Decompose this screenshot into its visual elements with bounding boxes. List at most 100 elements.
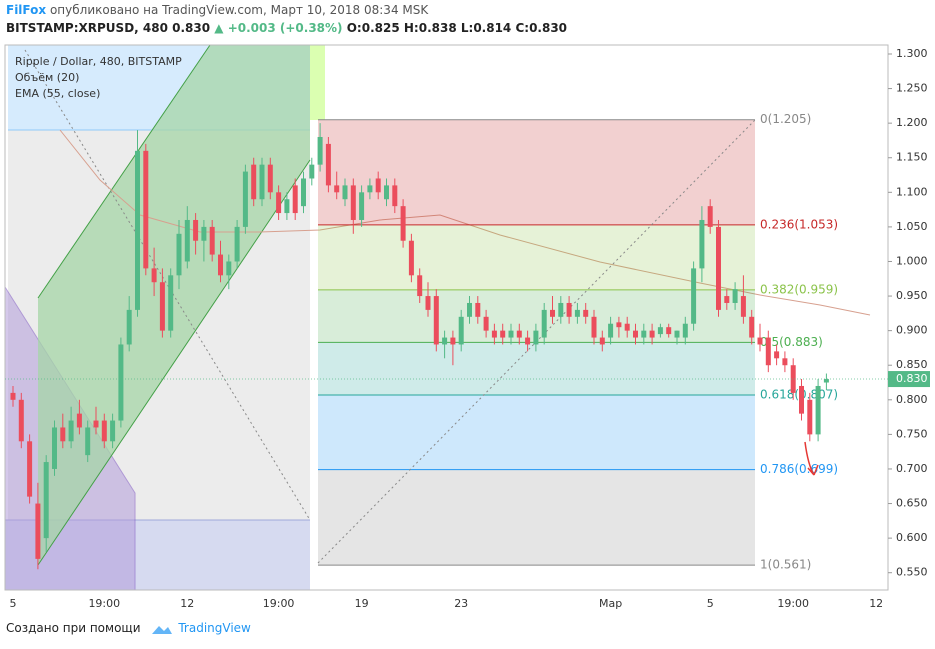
fib-label: 1(0.561)	[760, 558, 811, 572]
logo	[152, 625, 173, 634]
channel-line	[37, 159, 311, 566]
y-tick-label: 0.800	[896, 393, 928, 406]
candle-body	[384, 185, 389, 200]
candle-body	[774, 351, 780, 359]
candle-body	[143, 150, 149, 269]
candle-body	[624, 323, 630, 331]
candle-body	[68, 420, 74, 442]
x-tick-label: 5	[10, 597, 17, 610]
candle-body	[234, 226, 240, 262]
candle-body	[218, 254, 223, 276]
candle-body	[367, 185, 373, 193]
fib-band	[318, 394, 755, 470]
candle-body	[807, 399, 813, 435]
quote: BITSTAMP:XRPUSD, 480 0.830 ▲ +0.003 (+0.…	[6, 21, 567, 35]
candle-body	[666, 327, 672, 335]
high: H:0.838	[403, 21, 457, 35]
y-tick-label: 1.100	[896, 185, 928, 198]
candle-body	[682, 323, 688, 338]
candle-body	[359, 192, 365, 220]
y-tick-label: 0.900	[896, 324, 928, 337]
candle-body	[334, 185, 340, 193]
candle-body	[442, 337, 448, 345]
y-tick-label: 0.550	[896, 566, 928, 579]
y-tick-label: 0.650	[896, 497, 928, 510]
fib-band	[318, 224, 755, 290]
last: 0.830	[172, 21, 211, 35]
candle-body	[491, 330, 497, 338]
x-tick-label: 12	[869, 597, 883, 610]
candle-body	[193, 219, 199, 241]
arrow	[804, 441, 819, 476]
candle-body	[608, 323, 614, 338]
candle-body	[251, 164, 257, 200]
fib-label: 0.236(1.053)	[760, 217, 838, 231]
candle-body	[450, 337, 456, 345]
low: L:0.814	[460, 21, 512, 35]
candle-body	[85, 427, 91, 456]
candle-body	[516, 330, 522, 338]
candle-body	[716, 226, 721, 310]
y-tick-label: 1.200	[896, 116, 928, 129]
y-tick-label: 1.050	[896, 220, 928, 233]
candle-body	[292, 185, 298, 214]
candle-body	[135, 150, 140, 310]
candle-body	[342, 185, 348, 200]
candle-body	[641, 330, 647, 338]
published: опубликовано на TradingView.com, Март 10…	[49, 3, 429, 17]
author[interactable]: FilFox	[6, 3, 47, 17]
last-price-box	[888, 371, 930, 388]
y-tick-label: 1.000	[896, 254, 928, 267]
fib-band	[318, 119, 755, 225]
channel-line	[37, 44, 211, 299]
candle-body	[541, 309, 547, 338]
candle-body	[226, 261, 232, 276]
legend-indicator: Объём (20)	[15, 71, 79, 84]
legend-indicator: EMA (55, close)	[15, 87, 100, 100]
candle-body	[525, 337, 531, 345]
footer: Создано при помощи TradingView	[6, 621, 251, 636]
candle-body	[52, 427, 57, 469]
candle-body	[43, 462, 49, 539]
candle-body	[699, 219, 705, 269]
candle-body	[500, 330, 506, 338]
legend-series: Ripple / Dollar, 480, BITSTAMP	[15, 55, 182, 68]
candle-body	[110, 420, 116, 442]
fibonacci: 0(1.205) 0.236(1.053) 0.382(0.959) 0.5(0.88…	[318, 112, 838, 572]
x-tick-label: 12	[180, 597, 194, 610]
candle-body	[467, 302, 472, 317]
candle-body	[591, 316, 597, 338]
candle-body	[749, 316, 755, 338]
candle-body	[93, 420, 99, 428]
candle-body	[209, 226, 215, 255]
candle-body	[392, 185, 398, 207]
x-tick-label: 19:00	[263, 597, 295, 610]
candle-body	[425, 296, 431, 310]
open: O:0.825	[346, 21, 400, 35]
candle-body	[707, 206, 713, 227]
last-price-label: 0.830	[896, 372, 928, 385]
brand[interactable]: TradingView	[178, 621, 251, 635]
candle-body	[151, 268, 157, 283]
fib-band	[318, 342, 755, 395]
candle-body	[574, 309, 580, 317]
candle-body	[76, 413, 82, 428]
symbol: BITSTAMP:XRPUSD, 480	[6, 21, 168, 35]
fib-band	[318, 469, 755, 566]
candle-body	[616, 322, 622, 328]
fib-label: 0(1.205)	[760, 112, 811, 126]
candle-body	[284, 199, 290, 214]
candle-body	[458, 316, 464, 345]
candle-body	[633, 330, 638, 338]
x-tick-label: 19	[355, 597, 369, 610]
candle-body	[408, 240, 414, 276]
candle-body	[309, 164, 315, 179]
candle-body	[375, 178, 381, 193]
candle-body	[558, 302, 564, 317]
candle-body	[649, 330, 655, 338]
candle-body	[533, 330, 539, 345]
candle-body	[691, 268, 697, 324]
candle-body	[790, 365, 796, 393]
candle-body	[201, 226, 207, 241]
